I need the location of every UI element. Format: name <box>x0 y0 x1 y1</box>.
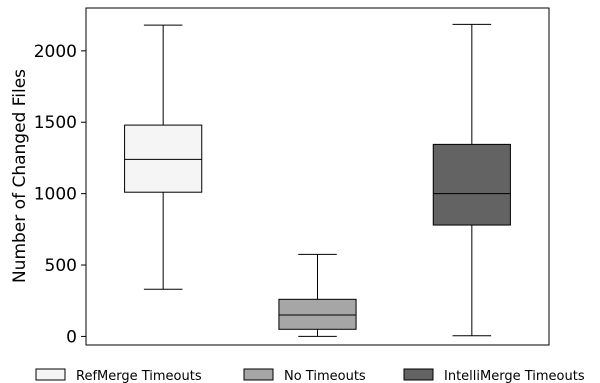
legend-swatch <box>403 368 434 381</box>
box <box>278 298 357 330</box>
legend-swatch <box>243 368 274 381</box>
y-tick-label: 500 <box>45 256 77 276</box>
legend-swatch <box>35 368 66 381</box>
legend-label: No Timeouts <box>284 369 366 383</box>
y-tick-label: 2000 <box>34 42 77 62</box>
box-group <box>278 253 357 337</box>
box-group <box>432 23 511 337</box>
box-group <box>124 24 203 290</box>
boxes <box>124 23 511 337</box>
y-tick-label: 0 <box>66 327 77 347</box>
legend-label: RefMerge Timeouts <box>76 369 202 383</box>
box <box>124 124 203 193</box>
y-tick-label: 1500 <box>34 113 77 133</box>
box <box>432 143 511 226</box>
y-axis-ticks: 0 500 1000 1500 2000 <box>34 42 86 347</box>
legend: RefMerge Timeouts No Timeouts IntelliMerge… <box>35 368 585 383</box>
legend-label: IntelliMerge Timeouts <box>444 369 585 383</box>
y-axis-title: Number of Changed Files <box>10 69 30 283</box>
y-tick-label: 1000 <box>34 185 77 205</box>
